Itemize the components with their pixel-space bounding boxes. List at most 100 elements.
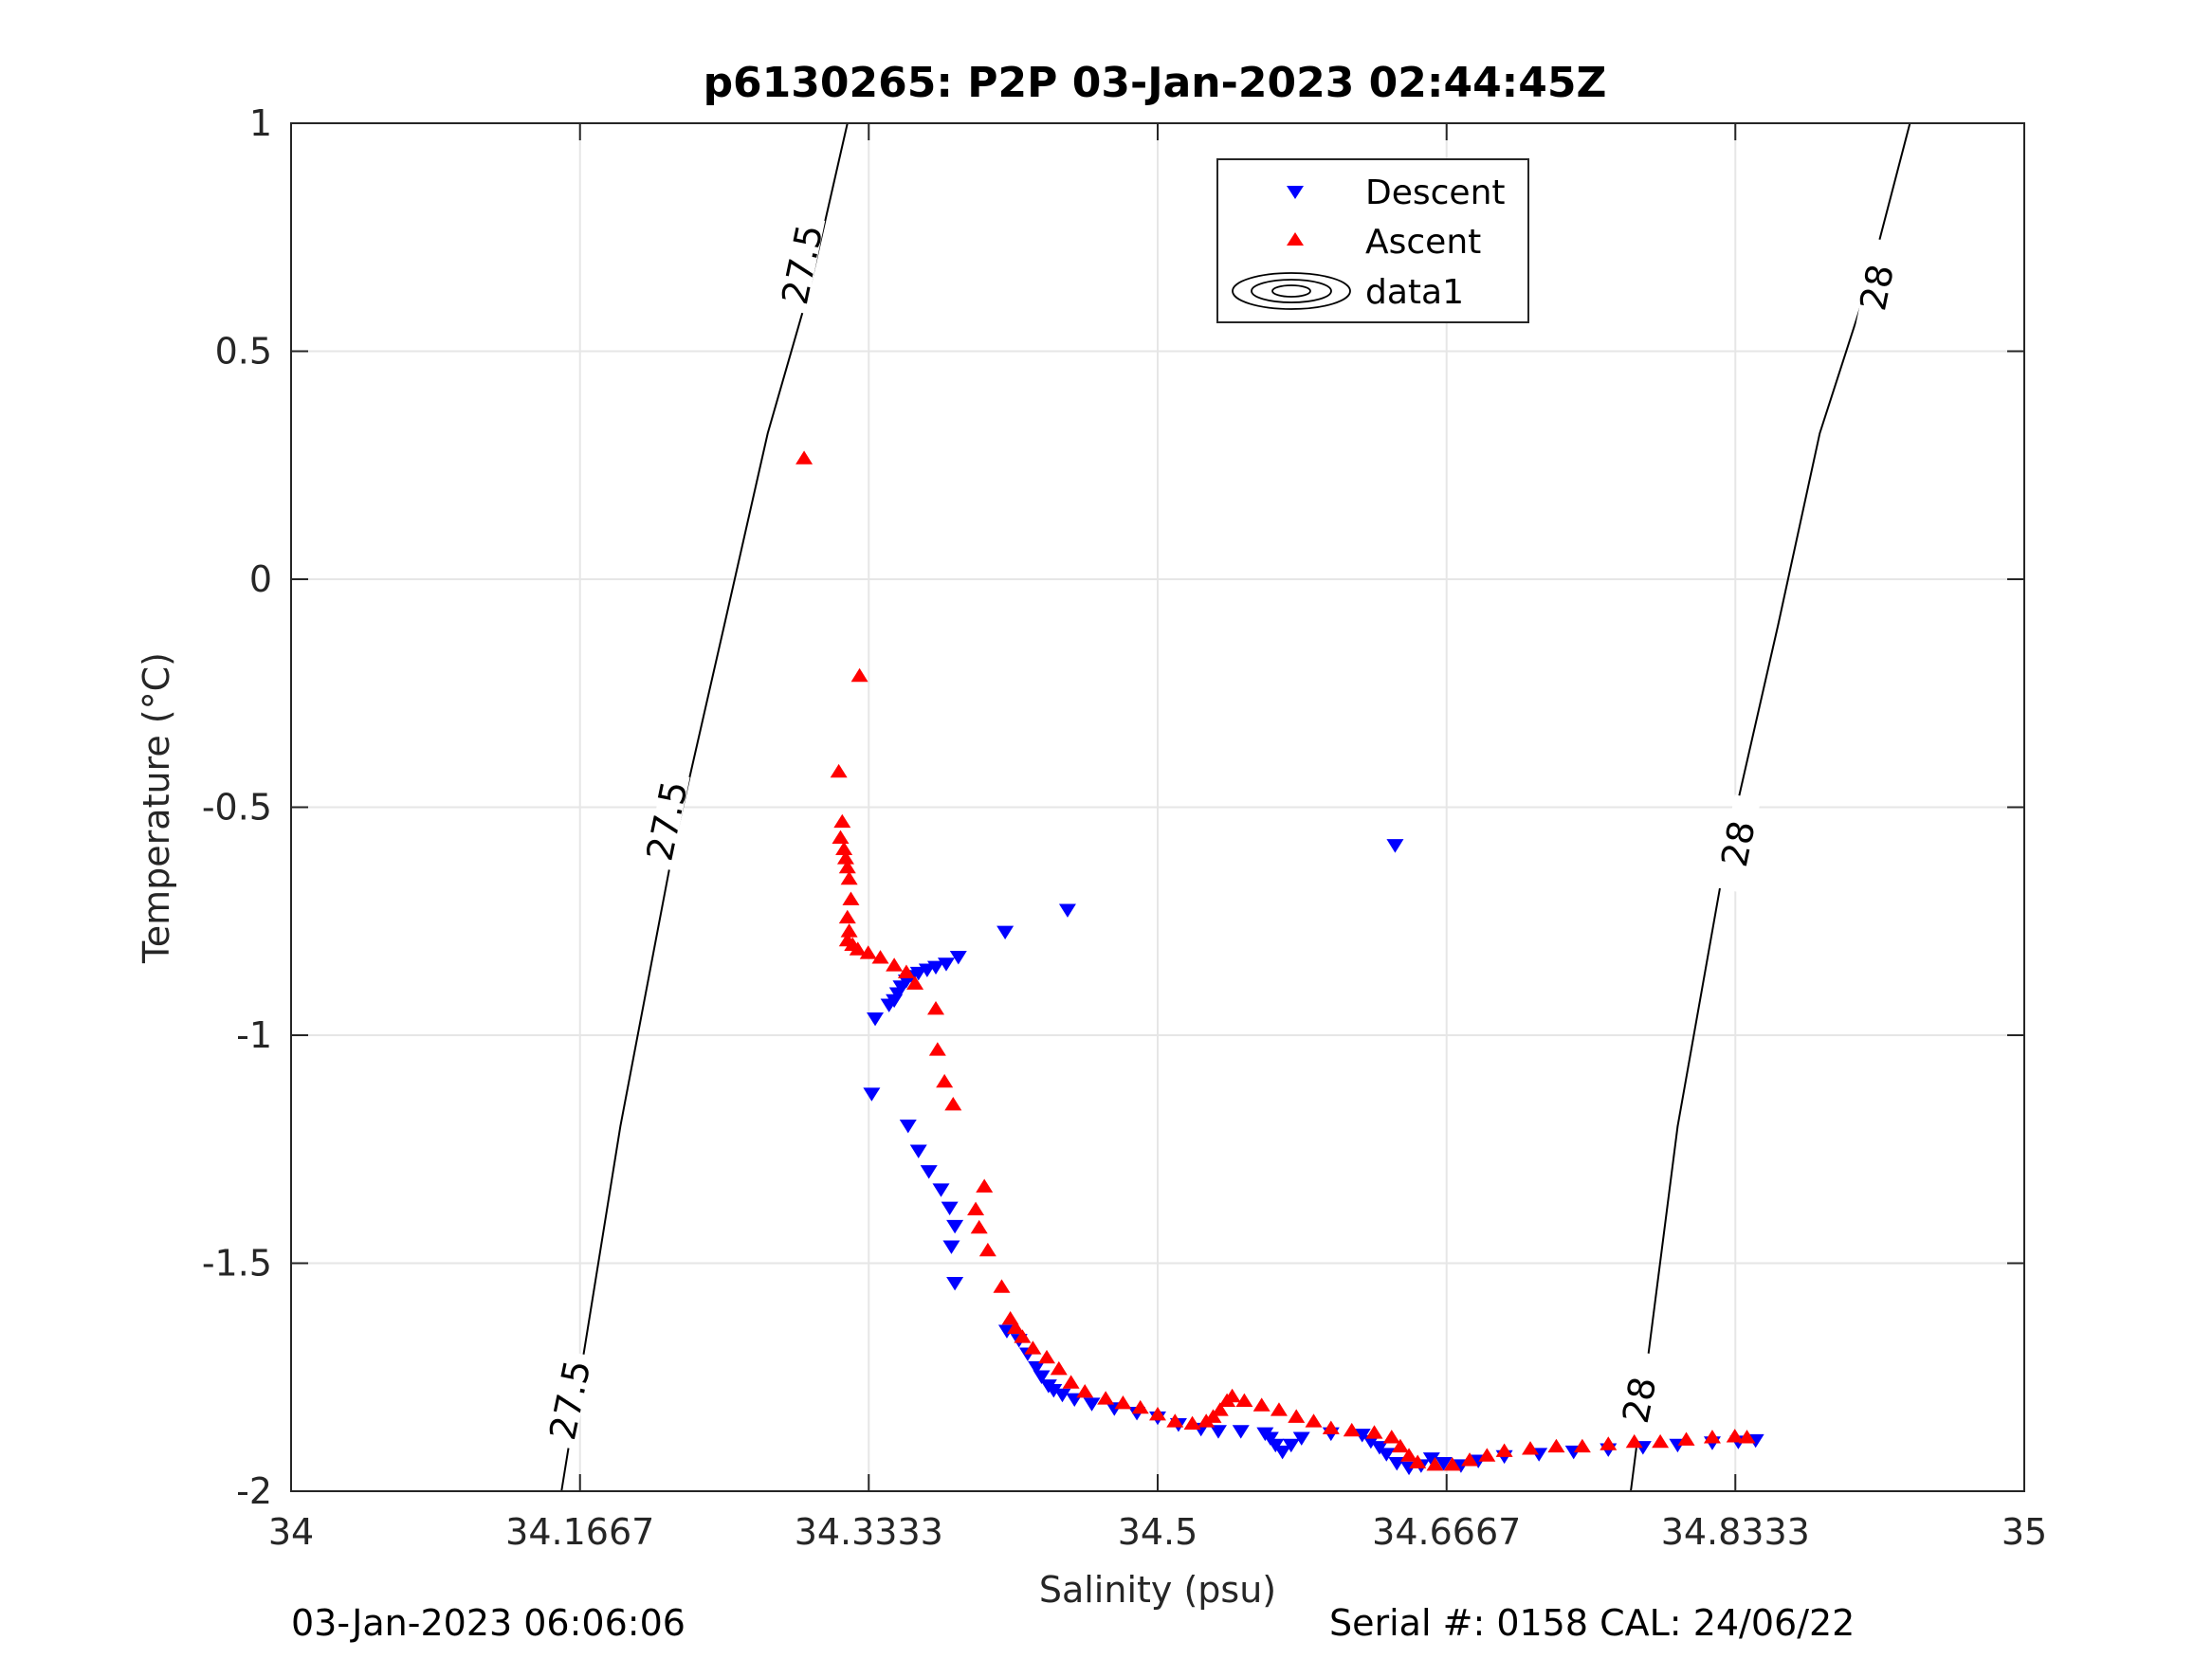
- contour-label: 28: [1713, 817, 1764, 870]
- ascent-point: [1400, 1448, 1418, 1462]
- ascent-point: [978, 1242, 996, 1257]
- y-tick-label: -1: [236, 1014, 272, 1056]
- descent-point: [942, 1240, 960, 1254]
- legend-descent-label: Descent: [1365, 173, 1506, 212]
- descent-point: [892, 980, 910, 994]
- descent-point: [1261, 1431, 1279, 1446]
- descent-markers: [863, 839, 1764, 1476]
- descent-point: [899, 1120, 917, 1134]
- y-tick-labels: 1 0.5 0 -0.5 -1 -1.5 -2: [202, 102, 272, 1512]
- contour-label-bg: [1854, 238, 1900, 337]
- x-tick-label: 34.6667: [1372, 1511, 1521, 1553]
- descent-point: [1292, 1431, 1310, 1446]
- descent-point: [946, 1219, 964, 1234]
- contour-label-bg: [1617, 1351, 1662, 1449]
- contour-label: 28: [1615, 1374, 1665, 1427]
- ascent-point: [1600, 1436, 1618, 1450]
- descent-point: [1053, 1388, 1071, 1403]
- descent-point: [1045, 1383, 1063, 1398]
- descent-point: [1209, 1425, 1227, 1439]
- ascent-point: [1270, 1402, 1288, 1416]
- legend-data1-label: data1: [1365, 273, 1464, 312]
- footer-serial-cal: Serial #: 0158 CAL: 24/06/22: [1329, 1602, 1856, 1644]
- legend-descent-marker: [1287, 186, 1304, 199]
- contour-label-bg: [644, 772, 690, 870]
- contour-label-bg: [547, 1350, 594, 1449]
- descent-point: [1353, 1429, 1371, 1443]
- ascent-point: [1461, 1452, 1479, 1467]
- chart-title: p6130265: P2P 03-Jan-2023 02:44:45Z: [704, 59, 1607, 107]
- ascent-point: [1391, 1438, 1409, 1453]
- ascent-point: [1097, 1391, 1115, 1405]
- contour-label-bg: [779, 215, 826, 314]
- ascent-point: [836, 850, 854, 865]
- ascent-point: [1050, 1360, 1068, 1376]
- descent-point: [949, 951, 967, 965]
- ascent-point: [936, 1073, 954, 1088]
- ascent-point: [1204, 1409, 1222, 1423]
- descent-point: [1267, 1438, 1285, 1453]
- legend-ascent-label: Ascent: [1365, 223, 1481, 262]
- ascent-point: [1703, 1430, 1721, 1444]
- x-tick-label: 34.3333: [795, 1511, 943, 1553]
- ascent-point: [1024, 1340, 1042, 1355]
- legend: Descent Ascent data1: [1216, 158, 1529, 323]
- descent-point: [1388, 1456, 1406, 1471]
- ascent-point: [1062, 1375, 1080, 1389]
- ascent-point: [835, 841, 853, 855]
- x-tick-label: 34.1667: [505, 1511, 654, 1553]
- ascent-point: [1426, 1456, 1444, 1471]
- ascent-point: [1443, 1456, 1461, 1471]
- axis-ticks: [290, 122, 2025, 1492]
- x-axis-label: Salinity (psu): [1039, 1569, 1276, 1611]
- footer-timestamp: 03-Jan-2023 06:06:06: [291, 1602, 686, 1644]
- y-tick-label: -2: [236, 1470, 272, 1512]
- ascent-point: [906, 975, 924, 990]
- ascent-point: [850, 667, 868, 683]
- descent-point: [888, 987, 906, 1001]
- y-tick-label: 1: [249, 102, 272, 144]
- y-tick-label: -1.5: [202, 1243, 272, 1285]
- descent-point: [1033, 1370, 1051, 1384]
- descent-point: [941, 1201, 959, 1215]
- ascent-point: [976, 1178, 994, 1193]
- descent-point: [863, 1087, 881, 1102]
- descent-point: [1386, 839, 1404, 853]
- ascent-point: [849, 941, 867, 956]
- contour-label-bg: [1715, 794, 1762, 893]
- ascent-point: [1677, 1431, 1695, 1446]
- descent-point: [880, 998, 898, 1012]
- ascent-point: [1166, 1413, 1184, 1428]
- descent-point: [920, 1165, 938, 1179]
- ascent-point: [842, 891, 860, 905]
- ascent-point: [1014, 1329, 1032, 1343]
- descent-point: [1370, 1441, 1388, 1455]
- ascent-point: [1007, 1320, 1025, 1335]
- ascent-point: [1625, 1433, 1643, 1449]
- x-tick-label: 34.5: [1118, 1511, 1198, 1553]
- contour-label: 28: [1852, 261, 1902, 314]
- descent-point: [1083, 1397, 1101, 1412]
- ascent-point: [859, 945, 877, 959]
- ascent-point: [1522, 1441, 1540, 1455]
- ascent-point: [993, 1279, 1011, 1293]
- ascent-point: [1149, 1407, 1166, 1421]
- ascent-point: [1726, 1429, 1744, 1443]
- ascent-point: [1114, 1395, 1132, 1410]
- ascent-point: [838, 859, 856, 874]
- ascent-point: [1038, 1349, 1056, 1364]
- ascent-point: [840, 923, 858, 938]
- descent-point: [1422, 1452, 1440, 1467]
- y-axis-label: Temperature (°C): [136, 652, 177, 964]
- descent-point: [932, 1183, 950, 1197]
- ascent-point: [886, 957, 904, 972]
- ascent-point: [1235, 1393, 1253, 1407]
- x-tick-label: 34.8333: [1661, 1511, 1810, 1553]
- legend-entry-ascent: Ascent: [1287, 223, 1481, 262]
- y-tick-label: -0.5: [202, 787, 272, 829]
- descent-point: [1282, 1438, 1300, 1453]
- legend-entry-descent: Descent: [1287, 173, 1506, 212]
- ascent-point: [1211, 1402, 1229, 1416]
- ascent-point: [1409, 1454, 1427, 1468]
